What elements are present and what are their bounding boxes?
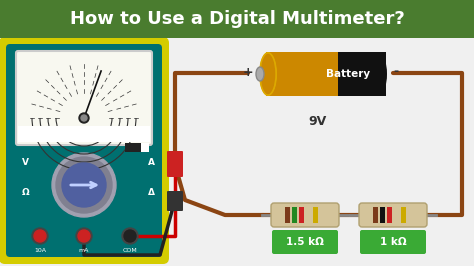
Circle shape (34, 230, 46, 242)
Bar (0, 0, 474, 38)
Circle shape (124, 230, 136, 242)
Bar (285, 207, 290, 223)
Bar (141, 143, 149, 152)
Circle shape (78, 230, 90, 242)
Text: 9V: 9V (309, 115, 327, 128)
Circle shape (76, 228, 92, 244)
Bar (387, 207, 392, 223)
Text: mA: mA (79, 248, 89, 253)
Bar (373, 207, 378, 223)
Ellipse shape (256, 67, 264, 81)
Circle shape (32, 228, 48, 244)
Bar (266, 52, 368, 96)
Circle shape (62, 163, 106, 207)
FancyBboxPatch shape (360, 230, 426, 254)
Circle shape (81, 115, 87, 121)
Bar (401, 207, 406, 223)
FancyBboxPatch shape (167, 151, 183, 177)
FancyBboxPatch shape (16, 51, 152, 145)
Text: 10A: 10A (34, 248, 46, 253)
Ellipse shape (259, 52, 277, 96)
FancyBboxPatch shape (0, 37, 169, 264)
Bar (0, 38, 474, 266)
Text: 1 kΩ: 1 kΩ (380, 237, 406, 247)
Text: Ω: Ω (22, 188, 29, 197)
FancyBboxPatch shape (167, 191, 183, 211)
Text: A: A (148, 158, 155, 167)
Text: +: + (243, 65, 253, 78)
Text: How to Use a Digital Multimeter?: How to Use a Digital Multimeter? (70, 10, 404, 28)
Bar (18, 126, 150, 142)
Circle shape (122, 228, 138, 244)
FancyBboxPatch shape (272, 230, 338, 254)
Bar (313, 207, 318, 223)
Ellipse shape (260, 53, 276, 95)
Text: V: V (22, 158, 29, 167)
Bar (380, 207, 385, 223)
Ellipse shape (369, 52, 387, 96)
FancyBboxPatch shape (6, 44, 162, 257)
Bar (292, 207, 297, 223)
Text: 1.5 kΩ: 1.5 kΩ (286, 237, 324, 247)
Circle shape (56, 157, 112, 213)
Bar (125, 143, 141, 152)
Text: -: - (393, 65, 399, 78)
Circle shape (79, 113, 89, 123)
FancyBboxPatch shape (271, 203, 339, 227)
Text: Battery: Battery (326, 69, 370, 79)
Text: Δ: Δ (148, 188, 155, 197)
Circle shape (52, 153, 116, 217)
Bar (299, 207, 304, 223)
Bar (338, 52, 386, 96)
Text: COM: COM (123, 248, 137, 253)
FancyBboxPatch shape (359, 203, 427, 227)
